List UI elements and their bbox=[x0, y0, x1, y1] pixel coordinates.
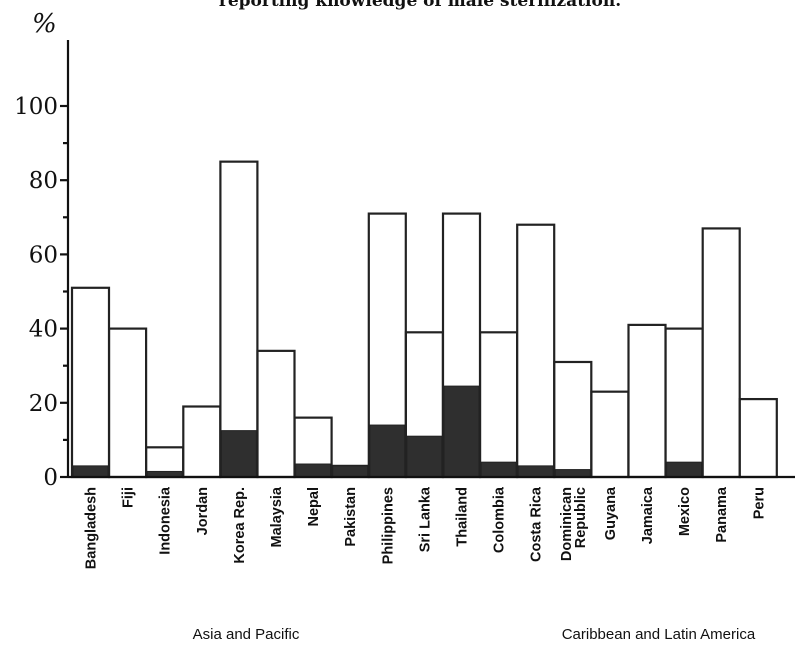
bar-total-0 bbox=[70, 286, 111, 479]
y-tick-label: 60 bbox=[29, 242, 58, 268]
y-axis-unit-label: % bbox=[32, 9, 57, 39]
bar-male-6 bbox=[295, 463, 332, 478]
x-tick-label: Sri Lanka bbox=[417, 486, 433, 552]
bars-group bbox=[70, 160, 778, 479]
bar-total-13 bbox=[553, 360, 593, 479]
x-tick-label: Fiji bbox=[121, 487, 137, 508]
bar-total-3 bbox=[182, 405, 222, 479]
bar-total-18 bbox=[738, 397, 778, 479]
bar-total-15 bbox=[627, 323, 667, 479]
x-tick-label: Nepal bbox=[306, 487, 322, 527]
bar-male-0 bbox=[72, 465, 109, 478]
x-tick-label: Bangladesh bbox=[84, 487, 100, 569]
y-tick-label: 100 bbox=[14, 94, 58, 120]
bar-male-11 bbox=[480, 461, 517, 478]
y-ticks-group: 0 20 40 60 80 100 bbox=[14, 94, 68, 491]
x-tick-label: Korea Rep. bbox=[232, 487, 248, 564]
x-tick-label: Peru bbox=[751, 487, 767, 519]
bar-total-5 bbox=[256, 349, 296, 479]
bar-total-11 bbox=[479, 331, 519, 479]
x-tick-label: Panama bbox=[714, 486, 730, 543]
bar-total-1 bbox=[107, 327, 148, 479]
bar-male-7 bbox=[332, 465, 369, 478]
bar-total-14 bbox=[590, 390, 630, 479]
bar-male-13 bbox=[554, 469, 591, 478]
bar-total-16 bbox=[664, 327, 704, 479]
x-tick-label: Dominican bbox=[559, 487, 575, 561]
x-labels-group: Bangladesh Fiji Indonesia Jordan Korea Rep. M… bbox=[84, 486, 768, 569]
x-tick-label: Colombia bbox=[492, 486, 508, 553]
y-tick-label: 80 bbox=[29, 168, 58, 194]
x-tick-label: Jamaica bbox=[640, 486, 656, 544]
x-tick-label: Guyana bbox=[603, 486, 619, 540]
x-tick-label: Malaysia bbox=[269, 486, 285, 547]
y-tick-label: 40 bbox=[29, 317, 58, 343]
bar-male-10 bbox=[443, 385, 480, 478]
group-label: Asia and Pacific bbox=[193, 626, 300, 643]
x-tick-label: Indonesia bbox=[158, 486, 174, 555]
bar-male-12 bbox=[517, 465, 554, 478]
x-tick-label: Republic bbox=[573, 487, 589, 548]
group-label: Caribbean and Latin America bbox=[562, 626, 756, 643]
chart-title: reporting knowledge of male sterilizatio… bbox=[219, 0, 621, 11]
x-tick-label: Mexico bbox=[677, 487, 693, 536]
y-tick-label: 20 bbox=[29, 391, 58, 417]
x-tick-label: Thailand bbox=[455, 487, 471, 547]
bar-male-4 bbox=[220, 430, 257, 478]
bar-male-16 bbox=[666, 461, 703, 478]
group-labels-group: Asia and Pacific Caribbean and Latin Amer… bbox=[193, 626, 756, 643]
x-tick-label: Philippines bbox=[380, 487, 396, 564]
x-tick-label: Pakistan bbox=[343, 487, 359, 547]
bar-total-12 bbox=[516, 223, 556, 479]
bar-male-9 bbox=[406, 435, 443, 478]
bar-total-17 bbox=[701, 227, 741, 479]
bar-total-4 bbox=[219, 160, 259, 479]
bar-male-8 bbox=[369, 424, 406, 478]
x-tick-label: Costa Rica bbox=[529, 486, 545, 562]
y-tick-label: 0 bbox=[43, 465, 58, 491]
x-tick-label: Jordan bbox=[195, 487, 211, 535]
